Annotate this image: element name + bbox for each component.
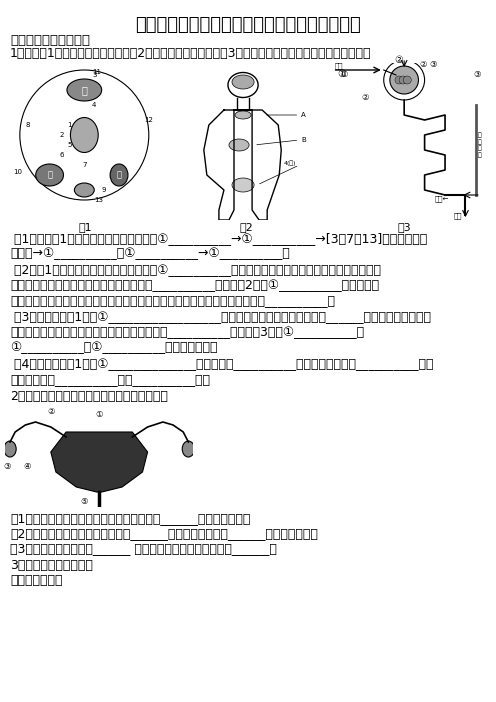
- Text: 图1: 图1: [78, 222, 92, 232]
- Text: ①: ①: [341, 70, 348, 79]
- Text: ①__________和①__________三部分构成的。: ①__________和①__________三部分构成的。: [10, 341, 218, 354]
- Text: 6: 6: [59, 152, 64, 158]
- Ellipse shape: [182, 441, 194, 457]
- Text: 2: 2: [60, 132, 63, 138]
- Text: ②: ②: [420, 60, 427, 69]
- Text: 与葡萄糖的吸收、利用和转换有关的激素是__________，是由图2中的①__________分泌的，激: 与葡萄糖的吸收、利用和转换有关的激素是__________，是由图2中的①___…: [10, 279, 379, 292]
- Ellipse shape: [229, 139, 249, 151]
- Text: 8: 8: [25, 122, 30, 128]
- Ellipse shape: [36, 164, 63, 186]
- Text: ③: ③: [3, 462, 11, 471]
- Text: 1: 1: [67, 122, 72, 128]
- Text: 12: 12: [144, 117, 153, 123]
- Text: 4: 4: [92, 102, 96, 108]
- Text: （4）血液流经图1中的①______________后血液中的__________气体会大量减少，__________大量: （4）血液流经图1中的①______________后血液中的_________…: [10, 358, 434, 371]
- Text: 1、根据图1（血液循环示意图）、图2（内分泌腺示意图）、图3（尿液形成示意图）完成下列四个小题。: 1、根据图1（血液循环示意图）、图2（内分泌腺示意图）、图3（尿液形成示意图）完…: [10, 47, 372, 60]
- Text: 毛
细
血
管: 毛 细 血 管: [478, 133, 482, 157]
- Text: ⑤: ⑤: [81, 497, 88, 506]
- Text: 13: 13: [95, 197, 104, 203]
- Ellipse shape: [70, 117, 98, 152]
- Text: 4(女): 4(女): [283, 160, 296, 166]
- Text: 血管网→①__________、①__________→①__________。: 血管网→①__________、①__________→①__________。: [10, 247, 290, 260]
- Text: 血液←: 血液←: [435, 195, 449, 201]
- Text: ②: ②: [394, 55, 403, 65]
- Text: ②: ②: [47, 407, 55, 416]
- Text: 7: 7: [82, 162, 87, 168]
- Text: （3）血液流经图1中的①__________________后，血液中多余的水、无机盐和______会大量减少，该器官: （3）血液流经图1中的①__________________后，血液中多余的水、…: [10, 311, 431, 324]
- Text: 非选择题有答案含解析: 非选择题有答案含解析: [10, 34, 90, 47]
- Text: 5: 5: [67, 142, 71, 148]
- Text: （2）受精卵不断地进行分裂，形成______并且埋入图中数字______所示的结构内。: （2）受精卵不断地进行分裂，形成______并且埋入图中数字______所示的结…: [10, 527, 318, 540]
- Text: 素能对人体的生命活动起调节作用，但对人体生命活动起主要调节作用的还是__________。: 素能对人体的生命活动起调节作用，但对人体生命活动起主要调节作用的还是______…: [10, 294, 335, 307]
- Ellipse shape: [74, 183, 94, 197]
- Text: 9: 9: [102, 187, 107, 193]
- Text: （1）根据图1，补充完整体循环的过程：①__________→①__________→[3、7、13]全身各处毛细: （1）根据图1，补充完整体循环的过程：①__________→①________…: [10, 232, 427, 245]
- Text: 图2: 图2: [239, 222, 253, 232]
- Text: 增加，血液由__________血变__________直。: 增加，血液由__________血变__________直。: [10, 373, 210, 386]
- Ellipse shape: [4, 441, 16, 457]
- Text: 图3: 图3: [397, 222, 411, 232]
- Circle shape: [399, 76, 407, 84]
- Text: ②: ②: [361, 93, 369, 102]
- Text: 10: 10: [13, 169, 22, 175]
- Ellipse shape: [110, 164, 128, 186]
- Text: 11: 11: [93, 69, 102, 75]
- Circle shape: [390, 66, 419, 94]
- Text: 肝: 肝: [47, 171, 52, 180]
- Ellipse shape: [67, 79, 102, 101]
- Text: 3: 3: [92, 72, 97, 78]
- Text: （2）图1中食物消化和吸收的主要场所是①__________，血液流经此处后葡萄糖的浓度会大量增加，: （2）图1中食物消化和吸收的主要场所是①__________，血液流经此处后葡萄…: [10, 264, 381, 277]
- Text: （一）预习思考: （一）预习思考: [10, 574, 62, 587]
- Text: 黑龙江省伊春市七年级第二学期生物经典问答题: 黑龙江省伊春市七年级第二学期生物经典问答题: [135, 16, 361, 34]
- Text: ③: ③: [474, 70, 481, 79]
- Text: ①: ①: [338, 69, 347, 79]
- Text: ④: ④: [24, 462, 31, 471]
- Text: 是形成尿液的主要器官，形成尿液的基本单位是__________，它由图3中的①__________、: 是形成尿液的主要器官，形成尿液的基本单位是__________，它由图3中的①_…: [10, 326, 364, 339]
- Text: ①: ①: [95, 410, 103, 419]
- Ellipse shape: [232, 75, 254, 89]
- Ellipse shape: [235, 111, 251, 119]
- Text: 血管: 血管: [335, 62, 343, 69]
- Text: （1）与卵细胞结合形成受精卵是在图中数字______所示的结构内。: （1）与卵细胞结合形成受精卵是在图中数字______所示的结构内。: [10, 512, 250, 525]
- Ellipse shape: [232, 178, 254, 192]
- Text: 肺: 肺: [81, 85, 87, 95]
- Text: （3）成熟后从图中数字______ 所示的结构排出体外的过程叫______。: （3）成熟后从图中数字______ 所示的结构排出体外的过程叫______。: [10, 542, 277, 555]
- Circle shape: [395, 76, 403, 84]
- Text: 3．知识应用，解决问题: 3．知识应用，解决问题: [10, 559, 93, 572]
- Text: 2．如图为女性生殖系统的一部分，据图回答：: 2．如图为女性生殖系统的一部分，据图回答：: [10, 390, 168, 403]
- Text: ③: ③: [430, 60, 437, 69]
- Text: A: A: [302, 112, 306, 118]
- Text: B: B: [302, 137, 306, 143]
- Circle shape: [403, 76, 411, 84]
- Text: 尿液: 尿液: [453, 212, 462, 218]
- Text: 肾: 肾: [117, 171, 122, 180]
- Polygon shape: [51, 432, 148, 492]
